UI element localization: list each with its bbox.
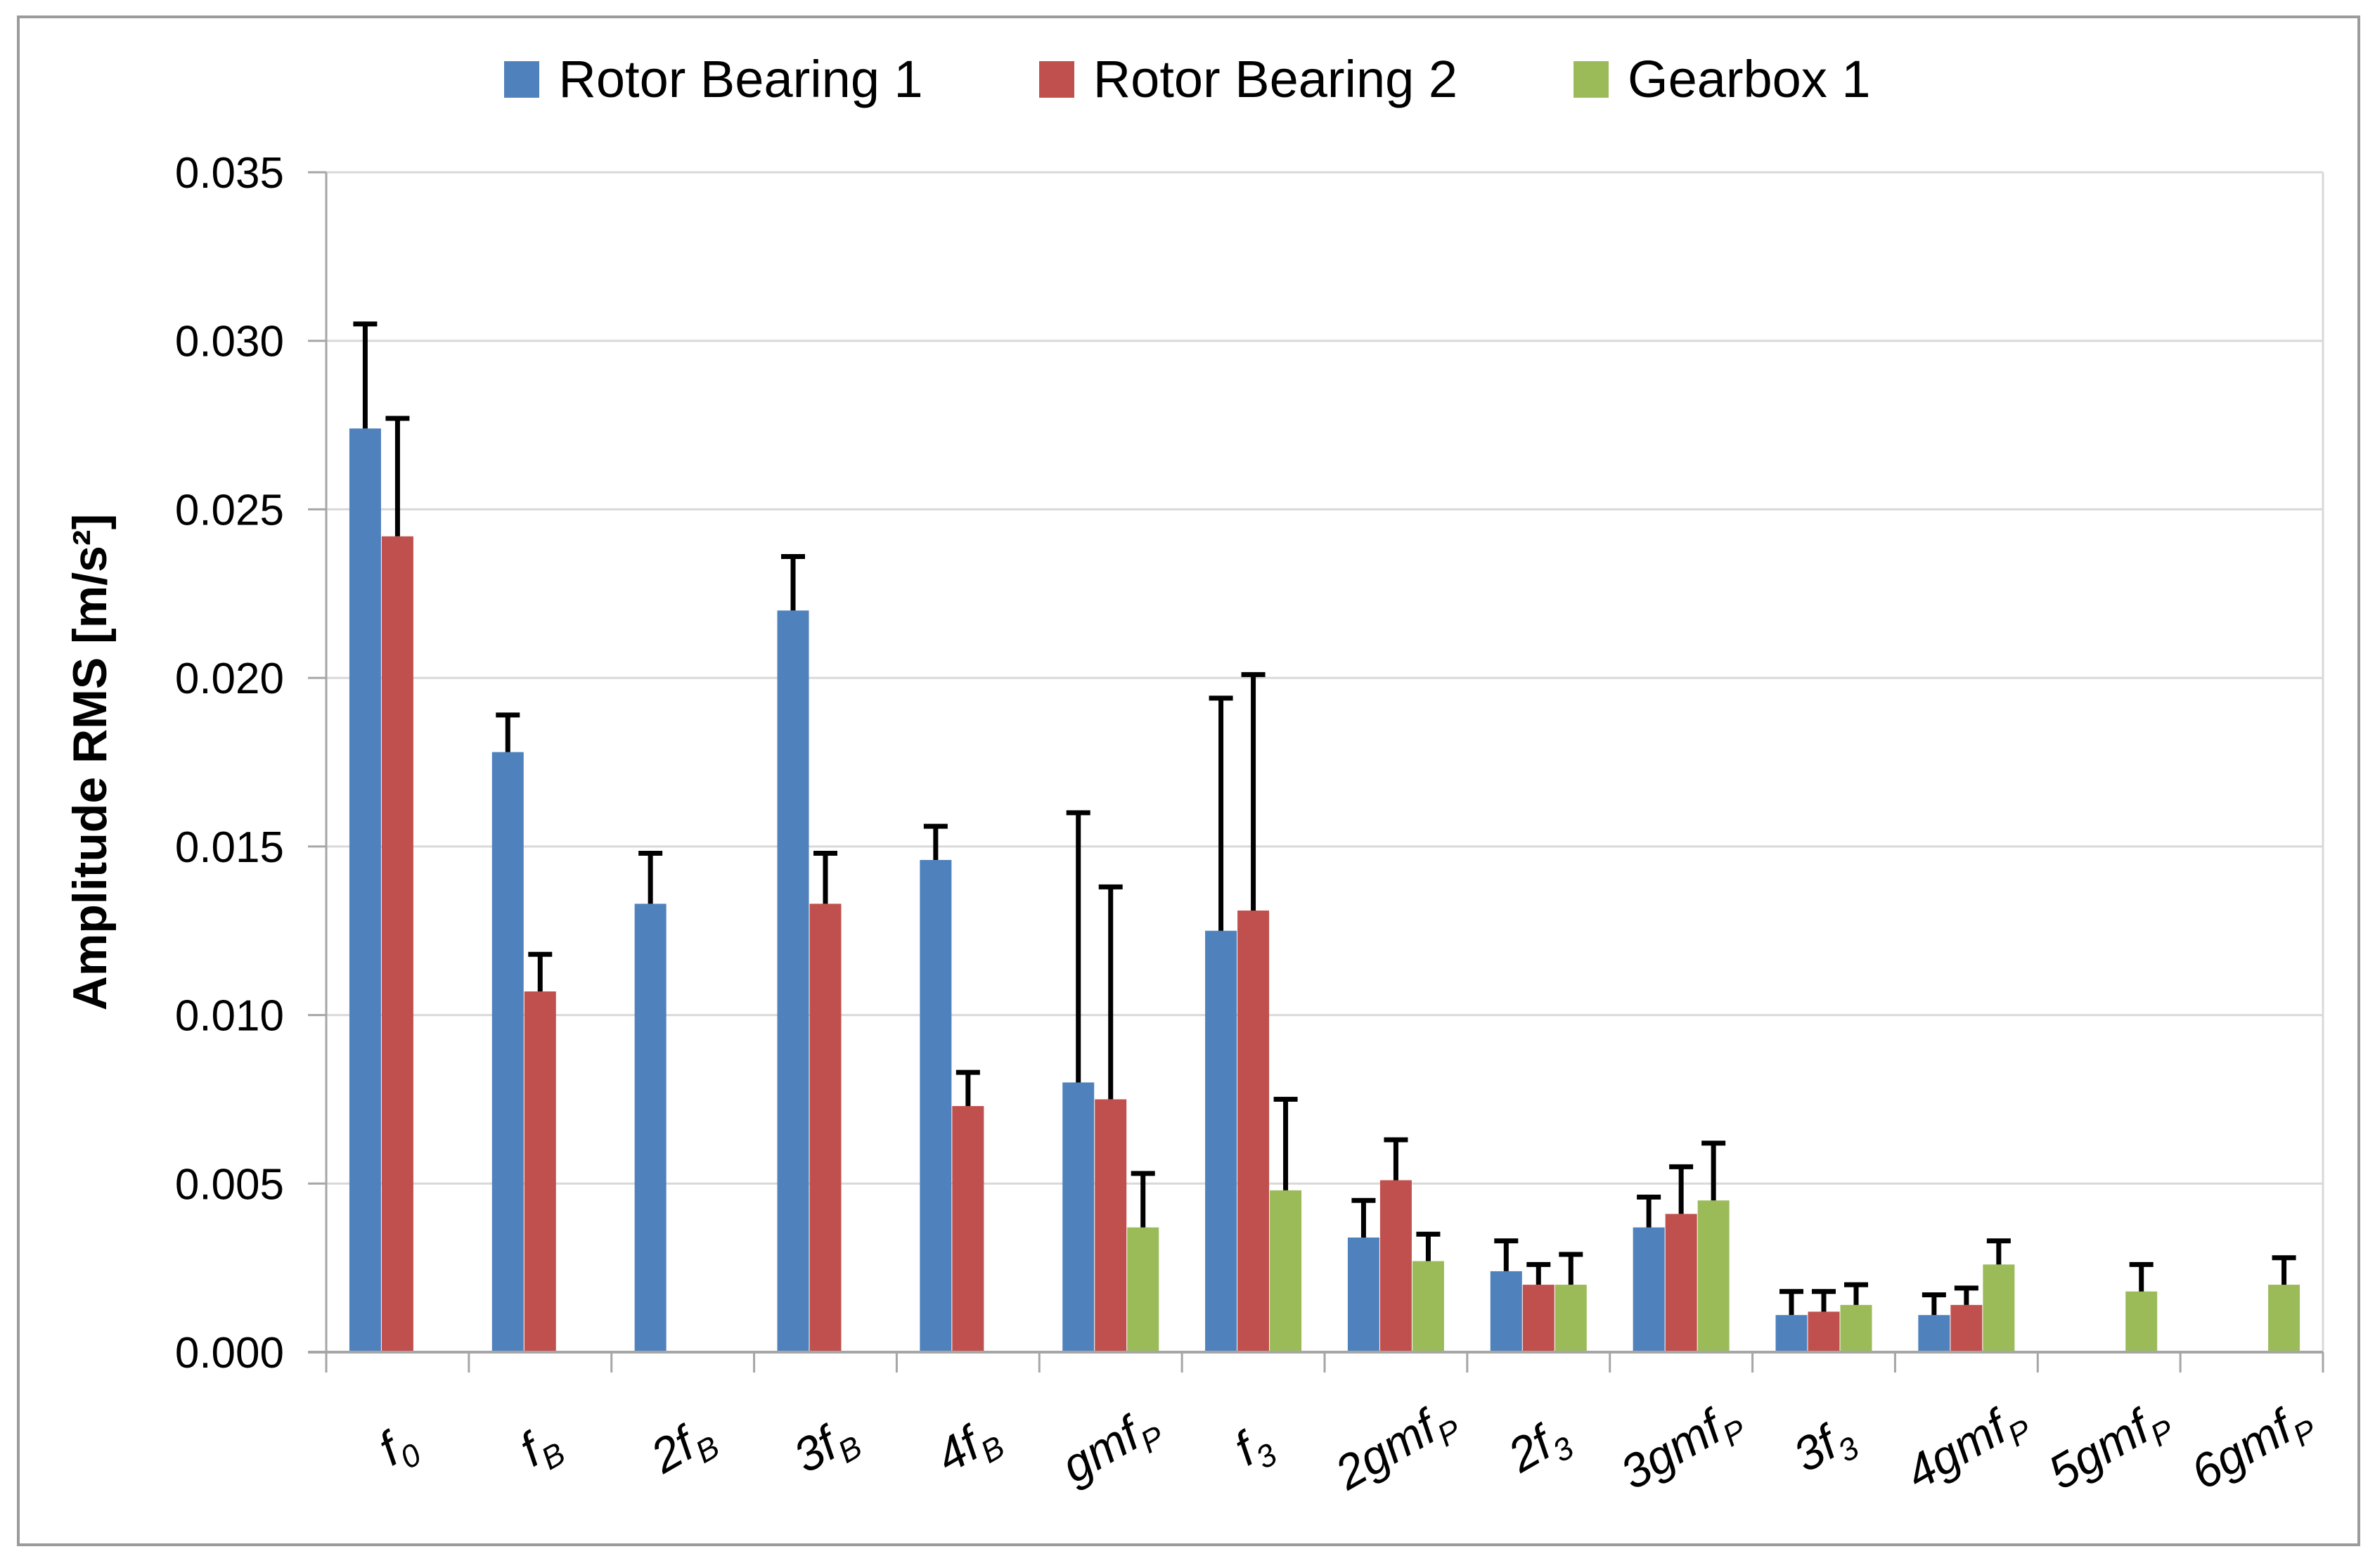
chart-legend: Rotor Bearing 1 Rotor Bearing 2 Gearbox … — [0, 49, 2375, 109]
bar — [1205, 930, 1237, 1352]
legend-swatch-rotor-bearing-1 — [504, 60, 540, 98]
bar — [1127, 1227, 1159, 1352]
bar — [349, 428, 381, 1352]
bar — [777, 610, 809, 1353]
x-category-label: f3 — [1225, 1414, 1283, 1482]
bar — [634, 904, 667, 1352]
bar — [2268, 1285, 2300, 1352]
error-bars-series-2 — [1131, 1096, 2296, 1305]
bars-series-1 — [381, 536, 1983, 1352]
x-category-label: 4fB — [927, 1406, 1011, 1490]
y-tick-label: 0.020 — [175, 655, 284, 703]
y-tick-label: 0.015 — [175, 823, 284, 872]
legend-item-rotor-bearing-1: Rotor Bearing 1 — [504, 49, 923, 109]
bar — [1918, 1315, 1950, 1352]
bar — [1983, 1264, 2015, 1352]
bar — [1555, 1285, 1587, 1352]
bar — [1775, 1315, 1808, 1352]
x-category-label: gmfP — [1053, 1396, 1171, 1500]
bar — [1270, 1190, 1302, 1352]
x-category-label: 2fB — [641, 1406, 725, 1490]
x-category-label: f0 — [370, 1414, 427, 1482]
bar — [1808, 1311, 1840, 1352]
bar — [1095, 1099, 1127, 1352]
bar — [952, 1106, 984, 1352]
bar — [1237, 910, 1270, 1352]
error-bars-series-1 — [385, 416, 1978, 1312]
legend-swatch-gearbox-1 — [1573, 60, 1609, 98]
legend-swatch-rotor-bearing-2 — [1038, 60, 1074, 98]
bar — [1412, 1261, 1444, 1352]
bar — [1490, 1271, 1522, 1352]
error-bars-series-0 — [353, 321, 1946, 1316]
bar — [524, 991, 556, 1352]
bar — [1697, 1200, 1730, 1352]
x-category-label: 6gmfP — [2182, 1390, 2323, 1507]
x-category-label: 3fB — [785, 1406, 868, 1490]
legend-label-rotor-bearing-2: Rotor Bearing 2 — [1093, 50, 1458, 108]
gridlines — [326, 171, 2323, 1185]
y-tick-label: 0.030 — [175, 318, 284, 366]
x-category-label: 2gmfP — [1326, 1390, 1467, 1507]
y-tick-label: 0.035 — [175, 149, 284, 198]
bar — [2125, 1291, 2158, 1352]
y-tick-label: 0.025 — [175, 486, 284, 534]
bar — [1950, 1304, 1983, 1352]
legend-item-gearbox-1: Gearbox 1 — [1573, 49, 1871, 109]
bar — [1062, 1082, 1095, 1352]
bar — [1522, 1285, 1555, 1352]
y-tick-label: 0.000 — [175, 1329, 284, 1377]
x-category-label: 3f3 — [1784, 1408, 1865, 1489]
bar — [1665, 1214, 1697, 1352]
bar — [1633, 1227, 1665, 1352]
axes — [308, 171, 2324, 1373]
x-category-label: 3gmfP — [1611, 1390, 1752, 1507]
legend-item-rotor-bearing-2: Rotor Bearing 2 — [1038, 49, 1458, 109]
y-tick-label: 0.005 — [175, 1160, 284, 1209]
legend-label-gearbox-1: Gearbox 1 — [1628, 50, 1871, 108]
y-tick-labels: 0.000 0.005 0.010 0.015 0.020 0.025 0.030 0.035 — [175, 149, 284, 1377]
bar — [1379, 1180, 1412, 1352]
x-category-labels: f0 fB 2fB 3fB 4fB gmfP f3 2gmfP 2f3 3gmfP 3f3 4gmfP… — [370, 1390, 2323, 1507]
bar — [809, 904, 842, 1352]
bars-series-2 — [1127, 1190, 2300, 1352]
x-category-label: 5gmfP — [2040, 1390, 2180, 1507]
bar — [920, 860, 952, 1352]
y-axis-title: Amplitude RMS [m/s²] — [63, 513, 117, 1011]
bar — [381, 536, 413, 1352]
x-category-label: fB — [511, 1413, 572, 1484]
y-tick-label: 0.010 — [175, 992, 284, 1041]
bar — [491, 752, 524, 1352]
bars-series-0 — [349, 428, 1950, 1353]
legend-label-rotor-bearing-1: Rotor Bearing 1 — [558, 50, 923, 108]
bar — [1347, 1237, 1379, 1352]
x-category-label: 4gmfP — [1897, 1390, 2038, 1507]
figure-frame — [17, 15, 2360, 1546]
x-category-label: 2f3 — [1499, 1408, 1580, 1490]
bar — [1840, 1304, 1872, 1352]
